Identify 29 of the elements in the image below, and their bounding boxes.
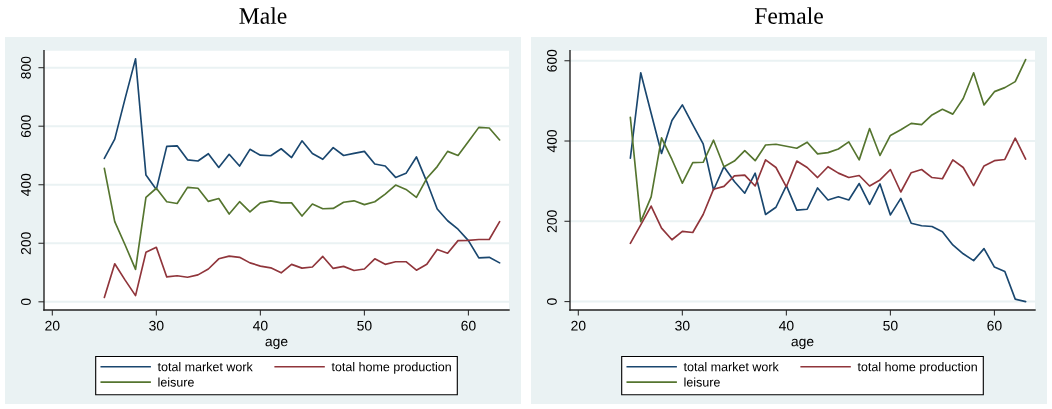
x-tick-label: 50 xyxy=(357,320,372,331)
y-tick-label: 400 xyxy=(21,173,31,197)
x-tick-label: 60 xyxy=(461,320,476,331)
legend-label: total home production xyxy=(331,362,451,374)
chart-title: Female xyxy=(754,7,823,24)
x-tick-label: 20 xyxy=(571,320,586,331)
legend-label: total market work xyxy=(683,362,779,372)
y-tick-label: 0 xyxy=(547,298,557,305)
x-tick-label: 20 xyxy=(45,320,60,331)
x-axis-title: age xyxy=(791,338,814,350)
y-tick-label: 400 xyxy=(547,129,557,153)
x-tick-label: 30 xyxy=(149,320,164,331)
y-tick-label: 200 xyxy=(21,232,31,255)
legend-label: total home production xyxy=(857,362,977,374)
x-tick-label: 60 xyxy=(987,320,1002,331)
chart-title: Male xyxy=(239,7,287,24)
y-tick-label: 200 xyxy=(547,210,557,233)
x-tick-label: 40 xyxy=(778,320,794,331)
x-tick-label: 30 xyxy=(675,320,690,331)
x-tick-label: 50 xyxy=(883,320,898,331)
x-tick-label: 40 xyxy=(252,320,268,331)
legend-label: leisure xyxy=(684,377,720,387)
y-tick-label: 0 xyxy=(21,298,31,306)
y-tick-label: 600 xyxy=(21,115,31,138)
y-tick-label: 800 xyxy=(21,56,31,79)
x-axis-title: age xyxy=(265,338,288,350)
y-tick-label: 600 xyxy=(547,49,557,72)
legend-label: total market work xyxy=(157,362,253,372)
legend-label: leisure xyxy=(158,377,194,387)
